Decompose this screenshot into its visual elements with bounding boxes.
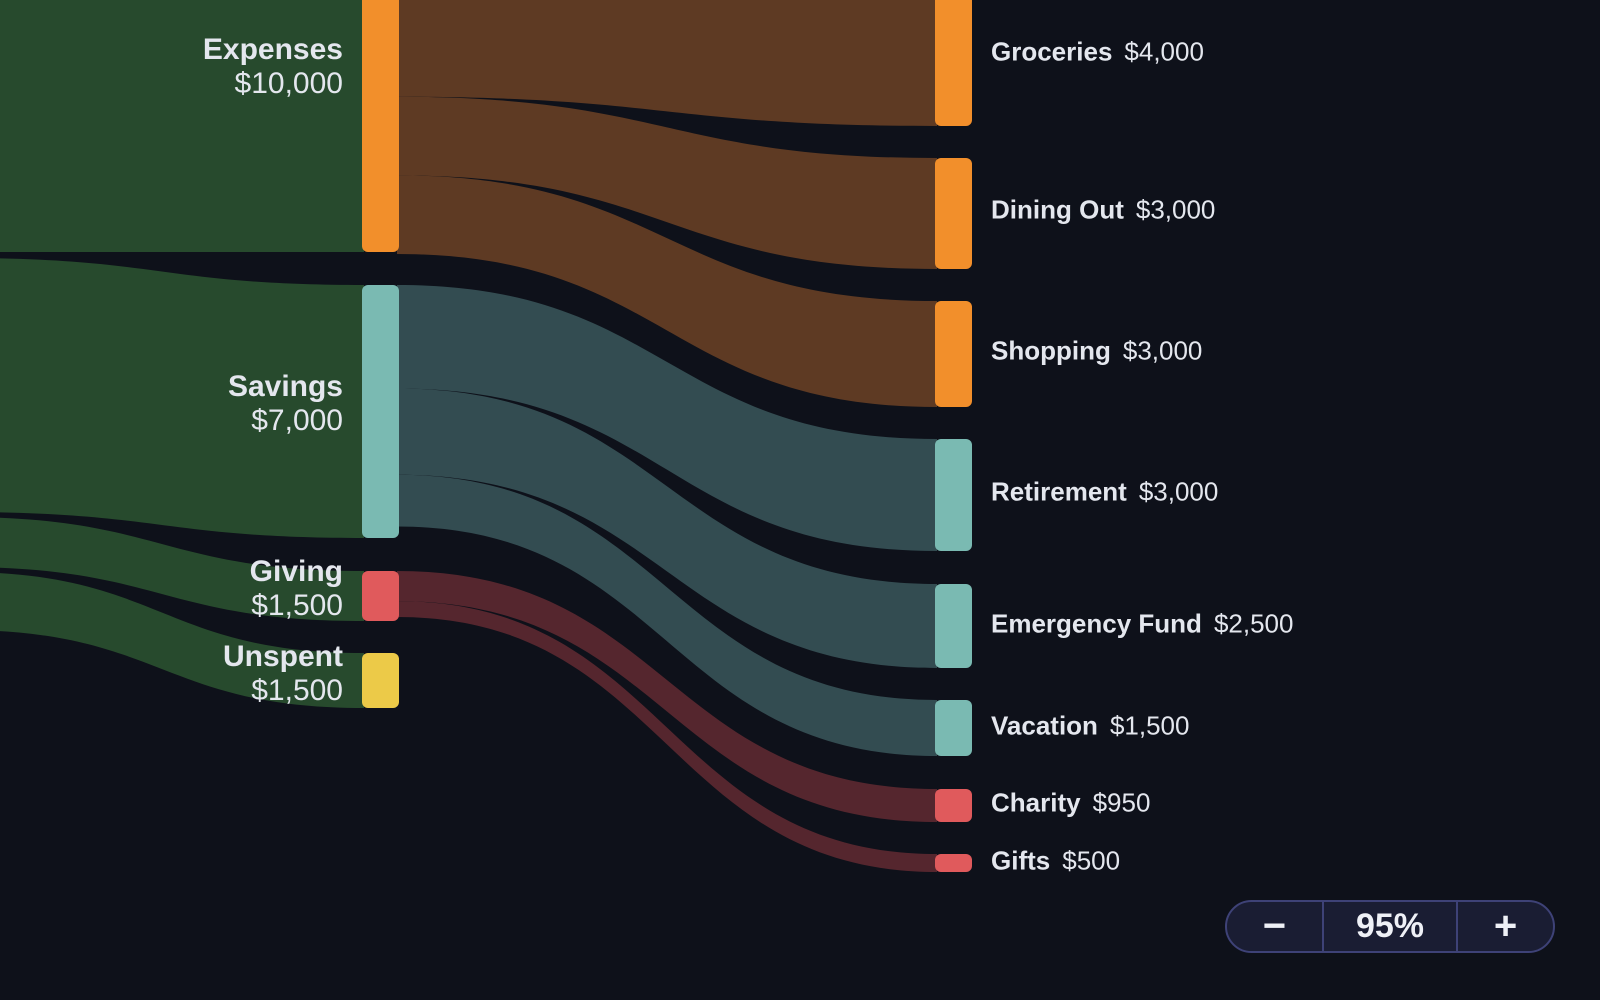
label-savings: Savings $7,000	[3, 370, 343, 437]
label-retirement-name: Retirement	[991, 476, 1127, 507]
node-gifts[interactable]	[935, 854, 972, 872]
label-shopping-name: Shopping	[991, 335, 1111, 366]
label-unspent-name: Unspent	[223, 640, 343, 673]
label-unspent-value: $1,500	[251, 673, 343, 707]
incoming-flows	[0, 0, 364, 708]
label-vacation-value: $1,500	[1109, 710, 1190, 741]
link-giving-charity	[397, 571, 937, 822]
label-giving-value: $1,500	[251, 588, 343, 622]
label-dining-name: Dining Out	[991, 194, 1124, 225]
node-vacation[interactable]	[935, 700, 972, 756]
label-retirement: Retirement $3,000	[991, 477, 1218, 508]
label-groceries: Groceries $4,000	[991, 37, 1204, 68]
node-shopping[interactable]	[935, 301, 972, 407]
label-vacation: Vacation $1,500	[991, 711, 1189, 742]
node-expenses[interactable]	[362, 0, 399, 252]
link-savings-emergency	[397, 388, 937, 668]
label-expenses: Expenses $10,000	[3, 33, 343, 100]
incoming-flow-expenses	[0, 0, 364, 253]
label-dining: Dining Out $3,000	[991, 195, 1215, 226]
link-expenses-dining	[397, 96, 937, 269]
node-charity[interactable]	[935, 789, 972, 822]
link-savings-vacation	[397, 474, 937, 756]
node-unspent[interactable]	[362, 653, 399, 708]
label-gifts-value: $500	[1062, 845, 1121, 876]
node-retirement[interactable]	[935, 439, 972, 551]
label-emergency: Emergency Fund $2,500	[991, 609, 1293, 640]
link-expenses-groceries	[397, 0, 937, 126]
label-shopping-value: $3,000	[1122, 335, 1203, 366]
label-savings-value: $7,000	[251, 403, 343, 437]
zoom-level: 95%	[1322, 902, 1458, 951]
label-vacation-name: Vacation	[991, 710, 1098, 741]
label-dining-value: $3,000	[1135, 194, 1216, 225]
label-retirement-value: $3,000	[1138, 476, 1219, 507]
label-groceries-value: $4,000	[1124, 36, 1204, 67]
zoom-out-button[interactable]: −	[1262, 904, 1287, 948]
zoom-control: − 95% +	[1225, 900, 1555, 953]
link-giving-gifts	[397, 601, 937, 872]
label-giving-name: Giving	[249, 555, 343, 588]
incoming-flow-unspent	[0, 573, 364, 708]
link-expenses-shopping	[397, 175, 937, 407]
label-shopping: Shopping $3,000	[991, 336, 1202, 367]
node-dining[interactable]	[935, 158, 972, 269]
incoming-flow-giving	[0, 517, 364, 621]
label-giving: Giving $1,500	[3, 555, 343, 622]
node-savings[interactable]	[362, 285, 399, 538]
label-expenses-name: Expenses	[202, 33, 343, 66]
label-gifts: Gifts $500	[991, 846, 1120, 877]
label-groceries-name: Groceries	[991, 36, 1113, 67]
label-expenses-value: $10,000	[234, 66, 343, 100]
node-emergency[interactable]	[935, 584, 972, 668]
link-savings-retirement	[397, 285, 937, 551]
label-gifts-name: Gifts	[991, 845, 1051, 876]
label-charity-name: Charity	[991, 787, 1081, 818]
label-savings-name: Savings	[227, 370, 343, 403]
label-emergency-name: Emergency Fund	[991, 608, 1202, 639]
label-charity: Charity $950	[991, 788, 1150, 819]
label-charity-value: $950	[1092, 787, 1151, 818]
node-groceries[interactable]	[935, 0, 972, 126]
nodes	[362, 0, 972, 872]
zoom-in-button[interactable]: +	[1493, 904, 1518, 948]
flow-links	[397, 0, 937, 872]
label-emergency-value: $2,500	[1213, 608, 1294, 639]
node-giving[interactable]	[362, 571, 399, 621]
label-unspent: Unspent $1,500	[3, 640, 343, 707]
incoming-flow-savings	[0, 258, 364, 538]
